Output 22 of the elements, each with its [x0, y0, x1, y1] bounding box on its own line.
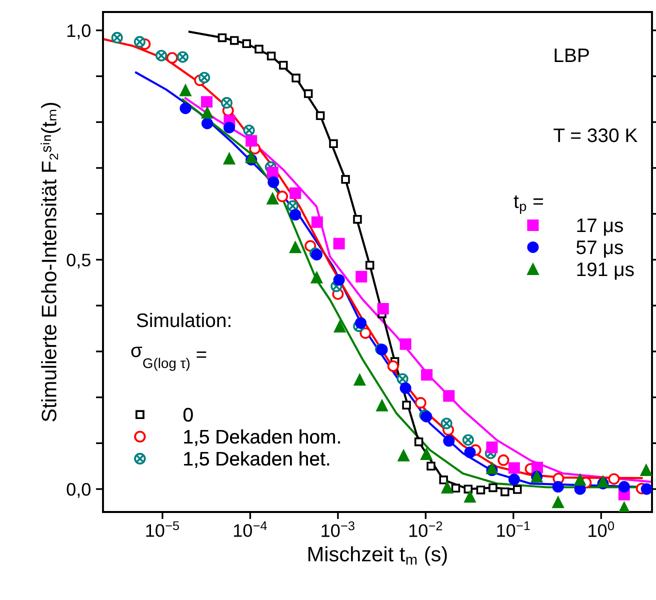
- legend-label: 1,5 Dekaden het.: [184, 451, 330, 468]
- x-tick-label: 10$^{0}$: [588, 521, 614, 538]
- legend-label: 57 μs: [576, 240, 623, 258]
- annotation: LBP: [554, 48, 589, 62]
- legend-label: 1,5 Dekaden hom.: [184, 429, 340, 446]
- legend-label: 191 μs: [577, 262, 634, 280]
- legend-title: t$_{p}$ =: [514, 195, 543, 214]
- annotation: σG(log τ) =: [131, 346, 206, 371]
- legend-label: 17 μs: [577, 218, 623, 236]
- legend-label: 0: [183, 408, 193, 422]
- y-axis-title: Stimulierte Echo-Intensität F₂ˢⁱⁿ(tₘ): [40, 102, 61, 422]
- y-tick-label: 0,5: [66, 254, 90, 269]
- x-tick-label: 10$^{−4}$: [234, 521, 267, 537]
- x-tick-label: 10$^{−5}$: [146, 521, 179, 537]
- annotation: Simulation:: [136, 312, 230, 328]
- x-axis-title: Mischzeit t$_{m}$ (s): [308, 546, 447, 566]
- x-tick-label: 10$^{−2}$: [409, 521, 442, 538]
- y-tick-label: 1,0: [67, 24, 90, 40]
- annotation: T = 330 K: [554, 128, 638, 142]
- x-tick-label: 10$^{−1}$: [497, 521, 530, 537]
- y-tick-label: 0,0: [66, 483, 90, 498]
- x-tick-label: 10$^{−3}$: [322, 521, 354, 538]
